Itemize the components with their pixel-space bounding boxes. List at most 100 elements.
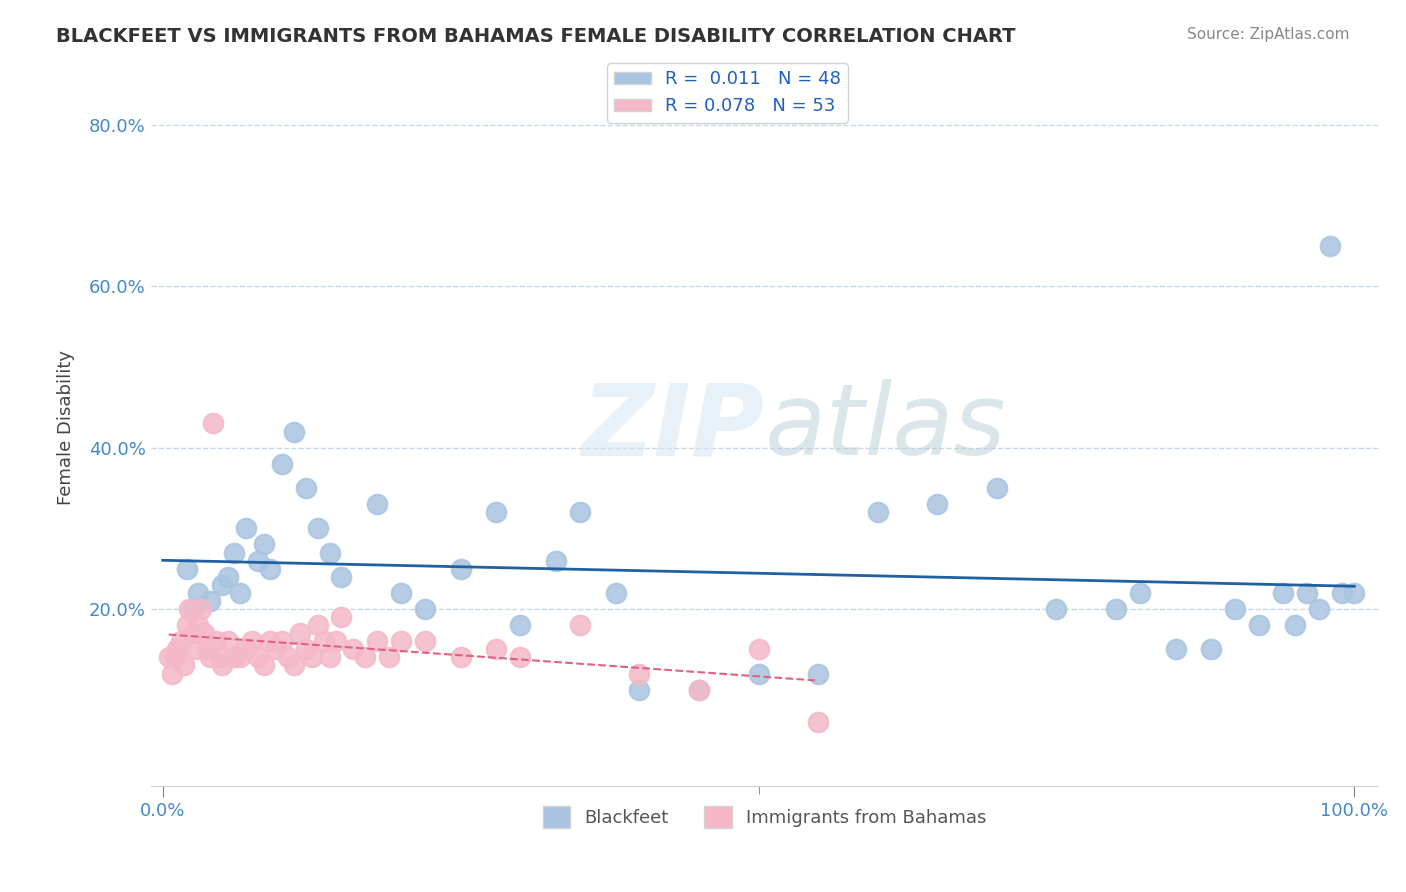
Point — [628, 666, 651, 681]
Point — [366, 634, 388, 648]
Point — [208, 650, 231, 665]
Legend: Blackfeet, Immigrants from Bahamas: Blackfeet, Immigrants from Bahamas — [536, 798, 994, 835]
Point — [157, 650, 180, 665]
Point — [181, 626, 204, 640]
Point — [235, 521, 257, 535]
Point — [253, 658, 276, 673]
Point — [1201, 642, 1223, 657]
Point — [176, 618, 198, 632]
Point — [354, 650, 377, 665]
Point — [330, 570, 353, 584]
Point — [605, 586, 627, 600]
Point — [1045, 602, 1067, 616]
Point — [413, 634, 436, 648]
Point — [325, 634, 347, 648]
Point — [190, 602, 212, 616]
Point — [688, 682, 710, 697]
Point — [807, 714, 830, 729]
Point — [544, 553, 567, 567]
Point — [224, 650, 246, 665]
Point — [176, 562, 198, 576]
Point — [294, 642, 316, 657]
Point — [247, 553, 270, 567]
Point — [181, 602, 204, 616]
Point — [330, 610, 353, 624]
Y-axis label: Female Disability: Female Disability — [58, 350, 75, 505]
Point — [986, 481, 1008, 495]
Point — [927, 497, 949, 511]
Point — [485, 642, 508, 657]
Point — [294, 481, 316, 495]
Text: Source: ZipAtlas.com: Source: ZipAtlas.com — [1187, 27, 1350, 42]
Point — [568, 618, 591, 632]
Point — [247, 650, 270, 665]
Point — [1223, 602, 1246, 616]
Point — [307, 618, 329, 632]
Point — [509, 650, 531, 665]
Point — [1284, 618, 1306, 632]
Point — [688, 682, 710, 697]
Point — [389, 634, 412, 648]
Point — [628, 682, 651, 697]
Point — [1343, 586, 1365, 600]
Point — [200, 650, 222, 665]
Point — [270, 634, 292, 648]
Point — [1164, 642, 1187, 657]
Point — [235, 642, 257, 657]
Point — [217, 570, 239, 584]
Point — [866, 505, 889, 519]
Point — [1129, 586, 1152, 600]
Point — [318, 650, 340, 665]
Point — [229, 650, 252, 665]
Point — [173, 658, 195, 673]
Point — [229, 586, 252, 600]
Point — [162, 666, 184, 681]
Point — [747, 666, 769, 681]
Point — [264, 642, 287, 657]
Point — [307, 521, 329, 535]
Point — [288, 626, 311, 640]
Point — [270, 457, 292, 471]
Point — [259, 634, 281, 648]
Point — [169, 634, 191, 648]
Point — [389, 586, 412, 600]
Point — [318, 545, 340, 559]
Point — [1331, 586, 1354, 600]
Point — [450, 562, 472, 576]
Point — [240, 634, 263, 648]
Text: ZIP: ZIP — [582, 379, 765, 476]
Point — [193, 626, 215, 640]
Point — [277, 650, 299, 665]
Point — [1247, 618, 1270, 632]
Point — [807, 666, 830, 681]
Point — [366, 497, 388, 511]
Point — [211, 658, 233, 673]
Point — [200, 594, 222, 608]
Point — [283, 425, 305, 439]
Point — [450, 650, 472, 665]
Point — [201, 417, 224, 431]
Point — [163, 650, 186, 665]
Point — [747, 642, 769, 657]
Point — [177, 602, 200, 616]
Point — [312, 634, 335, 648]
Point — [184, 642, 207, 657]
Point — [301, 650, 323, 665]
Point — [166, 642, 188, 657]
Point — [509, 618, 531, 632]
Point — [205, 634, 228, 648]
Point — [1271, 586, 1294, 600]
Point — [283, 658, 305, 673]
Point — [342, 642, 364, 657]
Point — [197, 642, 219, 657]
Point — [1105, 602, 1128, 616]
Point — [211, 578, 233, 592]
Point — [568, 505, 591, 519]
Point — [1295, 586, 1317, 600]
Point — [413, 602, 436, 616]
Point — [259, 562, 281, 576]
Point — [187, 586, 209, 600]
Text: BLACKFEET VS IMMIGRANTS FROM BAHAMAS FEMALE DISABILITY CORRELATION CHART: BLACKFEET VS IMMIGRANTS FROM BAHAMAS FEM… — [56, 27, 1015, 45]
Point — [217, 634, 239, 648]
Point — [485, 505, 508, 519]
